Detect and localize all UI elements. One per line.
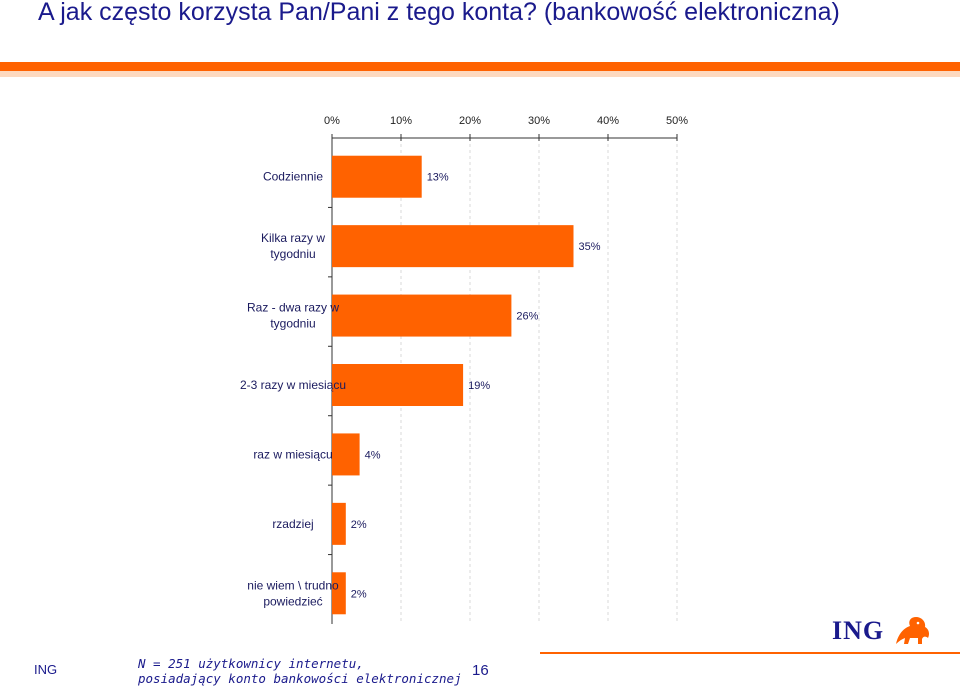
category-label: raz w miesiącu	[253, 447, 332, 461]
bar	[332, 433, 360, 476]
data-label: 19%	[468, 380, 490, 392]
data-label: 26%	[516, 311, 538, 323]
sample-note-line: N = 251 użytkownicy internetu,	[138, 656, 364, 671]
bar	[332, 294, 512, 337]
category-label: Raz - dwa razy w tygodniu	[247, 301, 339, 331]
category-label-line: tygodniu	[270, 317, 315, 331]
category-label-line: nie wiem \ trudno	[247, 578, 339, 592]
category-label: Kilka razy w tygodniu	[261, 231, 325, 261]
category-label-line: rzadziej	[272, 517, 313, 531]
bar	[332, 572, 346, 615]
x-tick-label: 50%	[666, 115, 688, 127]
header-band	[0, 62, 960, 71]
header-band-light	[0, 71, 960, 77]
bar	[332, 502, 346, 545]
category-label-line: Raz - dwa razy w	[247, 301, 339, 315]
category-label-line: Codziennie	[263, 170, 323, 184]
x-tick-label: 20%	[459, 115, 481, 127]
page-number: 16	[472, 662, 489, 679]
category-label-line: powiedzieć	[263, 594, 322, 608]
lion-icon	[896, 617, 929, 644]
category-label-line: Kilka razy w	[261, 231, 325, 245]
data-label: 35%	[579, 241, 601, 253]
x-tick-label: 30%	[528, 115, 550, 127]
data-label: 4%	[365, 449, 381, 461]
sample-note: N = 251 użytkownicy internetu, posiadają…	[138, 656, 462, 686]
category-label-line: tygodniu	[270, 247, 315, 261]
bar	[332, 364, 464, 406]
category-label-line: 2-3 razy w miesiącu	[240, 378, 346, 392]
ing-logo-text: ING	[832, 616, 885, 645]
category-label: rzadziej	[272, 517, 313, 531]
footer-accent-line	[540, 652, 960, 654]
sample-note-line: posiadający konto bankowości elektronicz…	[138, 671, 462, 686]
category-label: nie wiem \ trudno powiedzieć	[247, 578, 339, 608]
footer-brand: ING	[34, 662, 58, 677]
data-label: 2%	[351, 588, 367, 600]
bar-chart: 0% 10% 20% 30% 40% 50% Codziennie 13% Kilka razy…	[240, 115, 688, 624]
data-label: 13%	[427, 172, 449, 184]
category-label-line: raz w miesiącu	[253, 447, 332, 461]
bar	[332, 155, 422, 198]
x-tick-label: 40%	[597, 115, 619, 127]
slide-title: A jak często korzysta Pan/Pani z tego ko…	[38, 0, 840, 26]
bar	[332, 225, 574, 268]
category-label: 2-3 razy w miesiącu	[240, 378, 346, 392]
x-tick-label: 10%	[390, 115, 412, 127]
category-label: Codziennie	[263, 170, 323, 184]
ing-logo: ING	[832, 614, 932, 648]
x-tick-label: 0%	[324, 115, 340, 127]
data-label: 2%	[351, 519, 367, 531]
